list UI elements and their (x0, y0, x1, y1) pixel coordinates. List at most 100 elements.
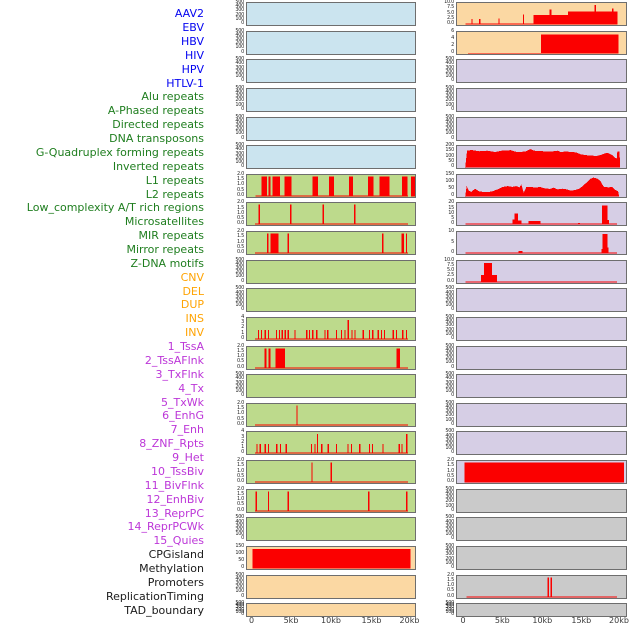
ytick-label: 200 (235, 126, 244, 133)
ytick-label: 6 (451, 27, 454, 34)
ytick-label: 300 (235, 64, 244, 71)
ytick-label: 0.5 (236, 186, 244, 193)
ytick-label: 300 (235, 604, 244, 611)
track-data-L2 repeats (247, 375, 415, 397)
track-label-HBV: HBV (180, 34, 204, 48)
ytick-label: 1.5 (236, 405, 244, 412)
ytick-label: 0.5 (236, 215, 244, 222)
ytick-label: 4 (451, 34, 454, 41)
ytick-label: 2.0 (236, 399, 244, 406)
ytick-label: 1.5 (446, 462, 454, 469)
track-data-2_TssAFlnk (457, 89, 626, 111)
track-label-TAD_boundary: TAD_boundary (124, 603, 204, 617)
ytick-label: 100 (445, 359, 454, 366)
track-label-14_ReprPCWk: 14_ReprPCWk (127, 520, 204, 534)
ytick-label: 500 (235, 285, 244, 292)
ytick-label: 0 (451, 535, 454, 542)
ytick-label: 0.0 (236, 249, 244, 256)
x-axis-tick-left-0: 0 (248, 616, 255, 625)
ytick-label: 500 (235, 600, 244, 607)
track-data-HBV (247, 60, 415, 82)
ytick-label: 300 (445, 379, 454, 386)
ytick-label: 300 (235, 265, 244, 272)
panel-Methylation (456, 517, 627, 542)
ytick-label: 0.5 (236, 243, 244, 250)
ytick-label: 5 (451, 215, 454, 222)
ytick-label: 5.0 (446, 9, 454, 16)
track-label-15_Quies: 15_Quies (153, 534, 204, 548)
ytick-label: 400 (445, 375, 454, 382)
ytick-label: 0 (451, 610, 454, 617)
ytick-label: 1.0 (236, 496, 244, 503)
ytick-label: 200 (235, 584, 244, 591)
panel-AAV2 (246, 2, 416, 26)
ytick-label: 2.0 (236, 485, 244, 492)
panel-Microsatellites (246, 431, 416, 456)
panel-A-Phased repeats (246, 202, 416, 227)
ytick-label: 200 (445, 68, 454, 75)
track-data-Inverted repeats (254, 319, 409, 340)
ytick-label: 10 (448, 209, 454, 216)
panel-HPV (246, 116, 416, 141)
ytick-label: 300 (445, 522, 454, 529)
track-data-L1 repeats (254, 347, 409, 369)
ytick-label: 400 (235, 89, 244, 96)
ytick-label: 400 (235, 3, 244, 10)
track-data-A-Phased repeats (254, 204, 409, 226)
ytick-label: 0 (451, 105, 454, 112)
ytick-label: 200 (445, 606, 454, 613)
track-label-AAV2: AAV2 (174, 7, 204, 21)
ytick-label: 0 (241, 163, 244, 170)
track-data-8_ZNF_Rpts (465, 262, 617, 283)
ytick-label: 0 (451, 220, 454, 227)
ytick-label: 0.5 (446, 587, 454, 594)
ytick-label: 500 (235, 371, 244, 378)
ytick-label: 0 (241, 134, 244, 141)
ytick-label: 300 (445, 408, 454, 415)
ytick-label: 1 (241, 444, 244, 451)
ytick-label: 0 (241, 277, 244, 284)
ytick-label: 100 (235, 608, 244, 615)
ytick-label: 50 (448, 184, 454, 191)
track-label-Z-DNA motifs: Z-DNA motifs (130, 256, 204, 270)
track-data-DEL (247, 576, 415, 598)
ytick-label: 100 (445, 177, 454, 184)
track-data-Directed repeats (254, 233, 409, 254)
track-label-5_TxWk: 5_TxWk (161, 395, 204, 409)
ytick-label: 200 (445, 297, 454, 304)
ytick-label: 0 (241, 535, 244, 542)
ytick-label: 200 (445, 126, 454, 133)
ytick-label: 300 (235, 150, 244, 157)
ytick-label: 500 (445, 428, 454, 435)
ytick-label: 100 (235, 44, 244, 51)
ytick-label: 50 (238, 556, 244, 563)
ytick-label: 100 (235, 387, 244, 394)
panel-CPGisland (456, 488, 627, 513)
track-label-HTLV-1: HTLV-1 (166, 76, 204, 90)
ytick-label: 0 (451, 392, 454, 399)
ytick-label: 200 (235, 297, 244, 304)
ytick-label: 0 (241, 610, 244, 617)
track-data-Microsatellites (254, 434, 409, 455)
track-label-CNV: CNV (180, 270, 204, 284)
panel-L2 repeats (246, 374, 416, 399)
panel-Low_complexity A/T rich regions (246, 402, 416, 427)
track-data-13_ReprPC (457, 404, 626, 426)
x-axis-tick-left-10kb: 10kb (321, 616, 341, 625)
ytick-label: 200 (235, 606, 244, 613)
ytick-label: 400 (235, 575, 244, 582)
panel-7_Enh (456, 231, 627, 256)
ytick-label: 20 (448, 199, 454, 206)
x-axis-tick-left-5kb: 5kb (283, 616, 299, 625)
track-label-6_EnhG: 6_EnhG (162, 409, 204, 423)
ytick-label: 300 (235, 36, 244, 43)
track-data-EBV (247, 32, 415, 54)
ytick-label: 0 (451, 449, 454, 456)
ytick-label: 0.5 (236, 358, 244, 365)
ytick-label: 100 (445, 330, 454, 337)
track-data-INV (467, 34, 619, 54)
ytick-label: 500 (235, 27, 244, 34)
ytick-label: 400 (235, 375, 244, 382)
panel-11_BivFlnk (456, 345, 627, 370)
ytick-label: 200 (235, 383, 244, 390)
